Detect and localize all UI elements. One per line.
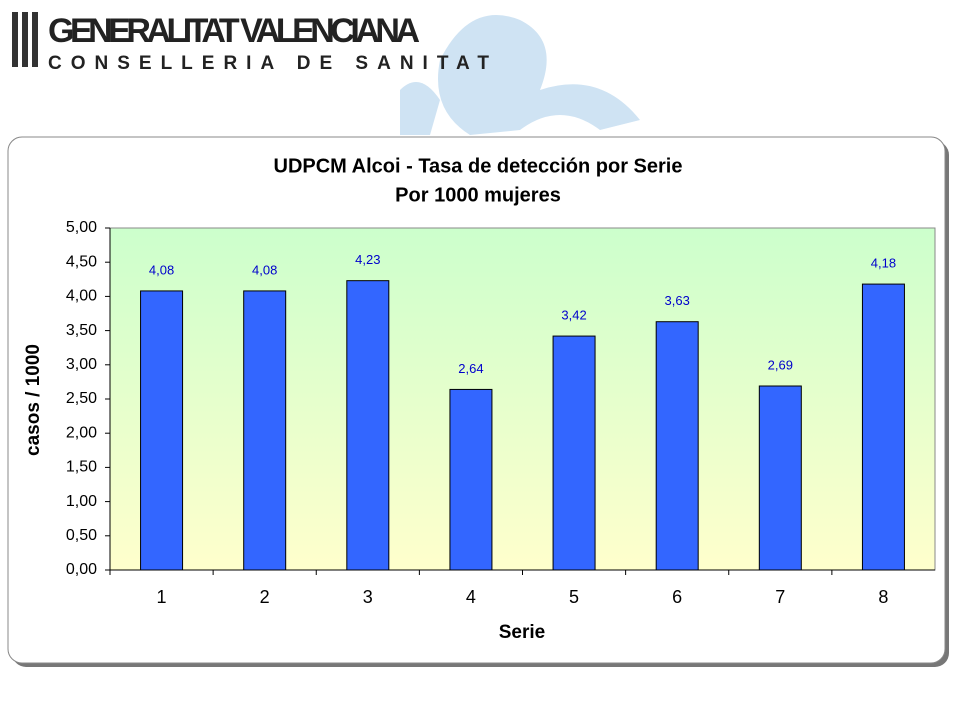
value-label: 4,08 bbox=[252, 262, 277, 277]
chart-subtitle: Por 1000 mujeres bbox=[395, 184, 561, 206]
y-tick-label: 2,50 bbox=[66, 390, 97, 407]
logo-mark bbox=[12, 12, 38, 67]
value-label: 2,64 bbox=[458, 361, 483, 376]
x-tick-label: 8 bbox=[878, 587, 888, 607]
y-tick-label: 4,00 bbox=[66, 288, 97, 305]
y-tick-label: 3,00 bbox=[66, 356, 97, 373]
value-label: 3,63 bbox=[665, 293, 690, 308]
x-tick-label: 5 bbox=[569, 587, 579, 607]
bar bbox=[861, 283, 905, 571]
emblem bbox=[400, 15, 640, 135]
x-axis-label: Serie bbox=[499, 622, 545, 643]
value-label: 4,23 bbox=[355, 252, 380, 267]
x-tick-label: 4 bbox=[466, 587, 476, 607]
bar bbox=[552, 335, 596, 571]
y-tick-label: 4,50 bbox=[66, 253, 97, 270]
bar bbox=[758, 385, 802, 571]
y-tick-label: 1,50 bbox=[66, 459, 97, 476]
value-label: 4,08 bbox=[149, 262, 174, 277]
value-label: 3,42 bbox=[561, 308, 586, 323]
x-tick-label: 7 bbox=[775, 587, 785, 607]
y-axis-label: casos / 1000 bbox=[23, 344, 44, 456]
bar bbox=[140, 290, 184, 571]
y-tick-label: 0,50 bbox=[66, 527, 97, 544]
value-label: 4,18 bbox=[871, 256, 896, 271]
bar bbox=[346, 280, 390, 571]
x-tick-label: 3 bbox=[363, 587, 373, 607]
value-label: 2,69 bbox=[768, 357, 793, 372]
bar bbox=[243, 290, 287, 571]
y-tick-label: 0,00 bbox=[66, 561, 97, 578]
y-tick-label: 3,50 bbox=[66, 322, 97, 339]
chart-title: UDPCM Alcoi - Tasa de detección por Seri… bbox=[274, 155, 683, 177]
y-tick-label: 5,00 bbox=[66, 219, 97, 236]
x-tick-label: 6 bbox=[672, 587, 682, 607]
x-tick-label: 2 bbox=[260, 587, 270, 607]
y-tick-label: 1,00 bbox=[66, 493, 97, 510]
plot-area bbox=[109, 227, 936, 571]
y-tick-label: 2,00 bbox=[66, 424, 97, 441]
bar bbox=[655, 321, 699, 571]
header-title: GENERALITAT VALENCIANA bbox=[48, 12, 420, 50]
header-subtitle: CONSELLERIA DE SANITAT bbox=[48, 53, 498, 74]
x-tick-label: 1 bbox=[157, 587, 167, 607]
bar bbox=[449, 388, 493, 571]
